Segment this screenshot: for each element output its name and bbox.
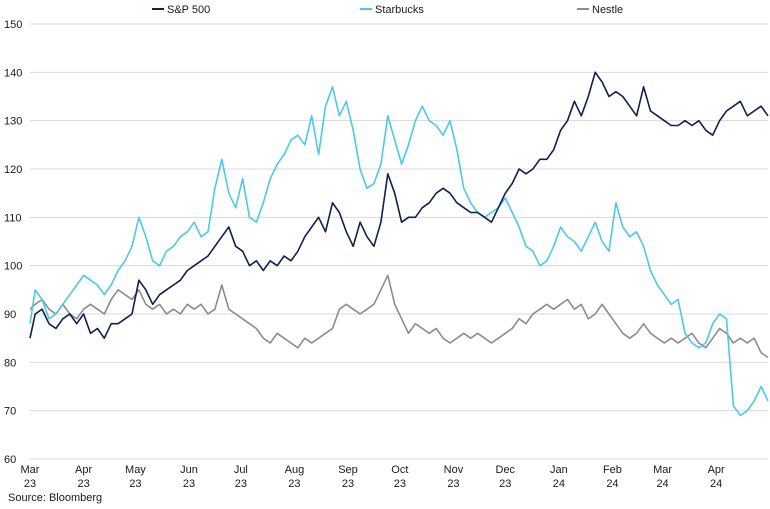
x-tick-month: Oct xyxy=(391,464,408,476)
x-tick-year: 23 xyxy=(447,478,459,490)
x-tick-year: 23 xyxy=(235,478,247,490)
series-line-s-p-500 xyxy=(29,71,769,339)
y-tick-label: 60 xyxy=(4,454,16,466)
x-tick-year: 24 xyxy=(553,478,565,490)
legend-label: Nestle xyxy=(592,4,623,16)
x-tick-month: Sep xyxy=(338,464,358,476)
plot-area xyxy=(29,71,769,417)
y-tick-label: 100 xyxy=(4,261,22,273)
x-tick-month: Jan xyxy=(550,464,568,476)
x-tick-year: 24 xyxy=(710,478,722,490)
x-tick-month: Feb xyxy=(603,464,622,476)
series-line-nestle xyxy=(29,274,769,359)
y-tick-label: 150 xyxy=(4,19,22,31)
x-tick-year: 24 xyxy=(656,478,668,490)
x-tick-month: Apr xyxy=(708,464,725,476)
y-tick-label: 120 xyxy=(4,164,22,176)
x-tick-year: 23 xyxy=(24,478,36,490)
x-tick-year: 23 xyxy=(288,478,300,490)
x-tick-month: Dec xyxy=(496,464,516,476)
x-tick-year: 24 xyxy=(606,478,618,490)
y-tick-label: 140 xyxy=(4,67,22,79)
series-line-starbucks xyxy=(29,86,769,417)
x-tick-month: Nov xyxy=(444,464,464,476)
x-tick-year: 23 xyxy=(183,478,195,490)
x-tick-year: 23 xyxy=(129,478,141,490)
y-tick-label: 90 xyxy=(4,309,16,321)
y-tick-label: 110 xyxy=(4,212,22,224)
x-tick-month: Jul xyxy=(234,464,248,476)
x-tick-month: Aug xyxy=(285,464,305,476)
x-tick-month: Jun xyxy=(180,464,198,476)
x-tick-year: 23 xyxy=(394,478,406,490)
x-axis: Mar 23 Apr 23 May 23 Jun 23 Jul 23 Aug 23 Sep 23 Oct 23… xyxy=(21,464,726,490)
x-tick-year: 23 xyxy=(499,478,511,490)
grid-lines xyxy=(30,23,768,460)
x-tick-month: Mar xyxy=(653,464,672,476)
y-axis: 60 70 80 90 100 110 120 130 140 150 xyxy=(4,19,22,466)
x-tick-month: Apr xyxy=(75,464,92,476)
chart-legend: S&P 500 Starbucks Nestle xyxy=(152,4,623,16)
source-note: Source: Bloomberg xyxy=(8,492,103,504)
y-tick-label: 70 xyxy=(4,406,16,418)
legend-label: Starbucks xyxy=(375,4,424,16)
x-tick-year: 23 xyxy=(77,478,89,490)
x-tick-month: Mar xyxy=(21,464,40,476)
x-tick-year: 23 xyxy=(342,478,354,490)
y-tick-label: 80 xyxy=(4,357,16,369)
y-tick-label: 130 xyxy=(4,116,22,128)
x-tick-month: May xyxy=(125,464,146,476)
legend-label: S&P 500 xyxy=(167,4,210,16)
